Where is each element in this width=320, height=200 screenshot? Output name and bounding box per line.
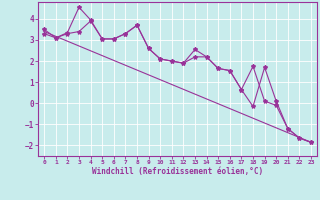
X-axis label: Windchill (Refroidissement éolien,°C): Windchill (Refroidissement éolien,°C): [92, 167, 263, 176]
